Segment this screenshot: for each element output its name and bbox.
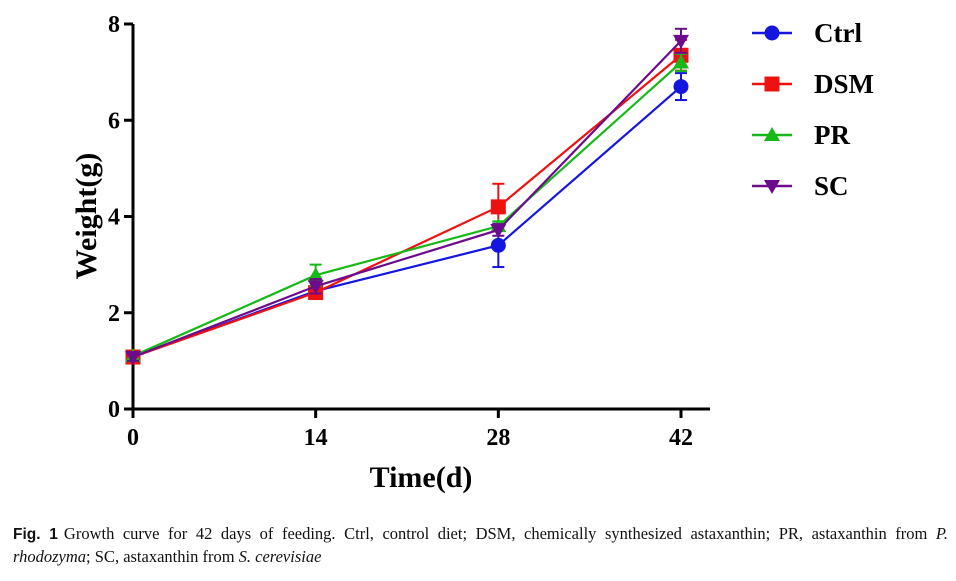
series-line-dsm	[132, 54, 682, 359]
y-tick-label: 6	[108, 108, 120, 134]
y-ticks: 0 2 4 6 8	[108, 12, 133, 423]
legend-label: DSM	[814, 69, 874, 99]
data-point-pr	[673, 54, 689, 69]
legend-label: PR	[814, 120, 850, 150]
figure-caption: Fig. 1 Growth curve for 42 days of feedin…	[13, 523, 948, 568]
legend-item-ctrl: Ctrl	[752, 18, 862, 48]
data-point-sc	[490, 223, 507, 238]
caption-text-2: ; SC, astaxanthin from	[86, 547, 239, 566]
series-sc	[125, 27, 689, 366]
data-point-sc	[307, 280, 324, 295]
x-tick-label: 14	[304, 425, 328, 451]
growth-curve-chart: 0 2 4 6 8 0 14 28 42 Time(d) Weight(g) Ctrl DSM P…	[70, 12, 874, 494]
series-dsm	[125, 38, 689, 365]
legend-item-sc: SC	[752, 171, 849, 201]
caption-text-1: Growth curve for 42 days of feeding. Ctr…	[63, 524, 936, 543]
y-tick-label: 0	[108, 397, 120, 423]
data-point-pr	[307, 267, 324, 282]
data-point-ctrl	[490, 237, 506, 253]
x-axis-title: Time(d)	[370, 461, 473, 494]
series-line-sc	[132, 40, 682, 359]
x-tick-label: 42	[669, 425, 693, 451]
legend: Ctrl DSM PR SC	[752, 18, 874, 201]
y-axis-title: Weight(g)	[70, 153, 103, 280]
x-tick-label: 28	[486, 425, 510, 451]
legend-label: SC	[814, 171, 849, 201]
y-tick-label: 8	[108, 12, 120, 38]
y-tick-label: 4	[108, 205, 120, 231]
legend-item-dsm: DSM	[752, 69, 874, 99]
growth-curve-figure: 0 2 4 6 8 0 14 28 42 Time(d) Weight(g) Ctrl DSM P…	[70, 12, 874, 494]
legend-marker-ctrl	[764, 25, 780, 41]
chart-axes	[131, 24, 710, 411]
legend-marker-sc	[764, 180, 780, 194]
series-layer	[125, 27, 689, 366]
series-line-pr	[132, 61, 682, 358]
data-point-dsm	[490, 199, 506, 215]
legend-item-pr: PR	[752, 120, 850, 150]
caption-species-1: P. rhodozyma	[13, 524, 948, 566]
data-point-sc	[125, 351, 141, 366]
legend-label: Ctrl	[814, 18, 862, 48]
y-tick-label: 2	[108, 301, 120, 327]
series-pr	[125, 52, 689, 363]
x-ticks: 0 14 28 42	[127, 409, 693, 451]
caption-species-2: S. cerevisiae	[238, 547, 322, 566]
data-point-sc	[673, 34, 689, 49]
legend-marker-pr	[764, 127, 780, 141]
data-point-ctrl	[673, 79, 689, 95]
caption-label: Fig. 1	[13, 526, 58, 543]
x-tick-label: 0	[127, 425, 139, 451]
legend-marker-dsm	[764, 76, 780, 92]
